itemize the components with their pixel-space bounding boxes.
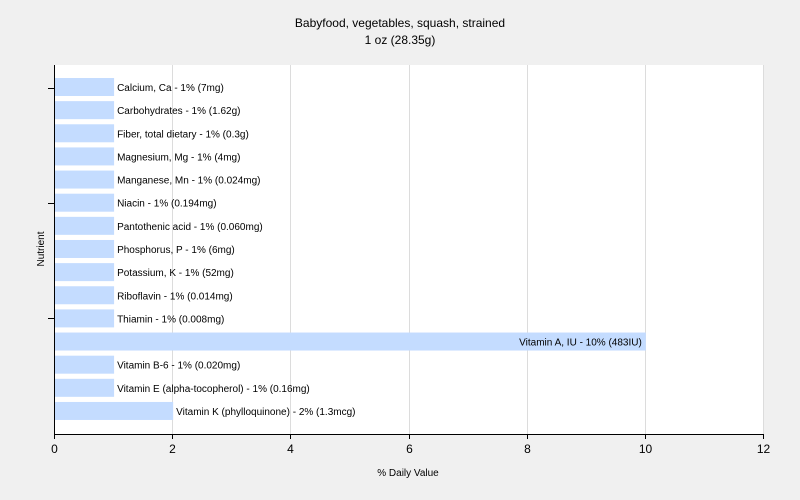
bar-label: Niacin - 1% (0.194mg) xyxy=(117,199,216,210)
bar xyxy=(55,286,115,305)
bar xyxy=(55,378,115,397)
y-axis-label: Nutrient xyxy=(36,231,47,266)
bar-label: Potassium, K - 1% (52mg) xyxy=(117,268,234,279)
bar-label: Vitamin K (phylloquinone) - 2% (1.3mcg) xyxy=(176,407,355,418)
bar-label: Thiamin - 1% (0.008mg) xyxy=(117,314,224,325)
x-tick-label: 6 xyxy=(406,442,413,456)
bar-label: Pantothenic acid - 1% (0.060mg) xyxy=(117,222,263,233)
bar xyxy=(55,78,115,96)
x-tick-label: 4 xyxy=(287,442,294,456)
bar-label: Magnesium, Mg - 1% (4mg) xyxy=(117,152,240,163)
bar xyxy=(55,101,115,120)
bar-label: Carbohydrates - 1% (1.62g) xyxy=(117,106,240,117)
bar-label: Manganese, Mn - 1% (0.024mg) xyxy=(117,176,260,187)
bar-label: Vitamin B-6 - 1% (0.020mg) xyxy=(117,361,240,372)
chart-subtitle: 1 oz (28.35g) xyxy=(365,33,436,47)
axes xyxy=(48,65,764,439)
x-axis-label: % Daily Value xyxy=(377,468,439,479)
x-tick-label: 8 xyxy=(524,442,531,456)
bar xyxy=(55,401,174,420)
x-tick-label: 2 xyxy=(169,442,176,456)
x-tick-label: 0 xyxy=(51,442,58,456)
bar xyxy=(55,355,115,374)
bar xyxy=(55,147,115,166)
bars: Calcium, Ca - 1% (7mg) Carbohydrates - 1%… xyxy=(55,78,646,420)
bar xyxy=(55,239,115,258)
bar-label: Phosphorus, P - 1% (6mg) xyxy=(117,245,235,256)
x-tick-labels: 0 2 4 6 8 10 12 xyxy=(51,442,770,456)
x-tick-label: 12 xyxy=(757,442,771,456)
bar-label: Vitamin A, IU - 10% (483IU) xyxy=(519,338,642,349)
bar xyxy=(55,309,115,328)
bar xyxy=(55,216,115,235)
bar xyxy=(55,263,115,282)
x-tick-label: 10 xyxy=(639,442,653,456)
bar-label: Riboflavin - 1% (0.014mg) xyxy=(117,291,233,302)
bar-label: Fiber, total dietary - 1% (0.3g) xyxy=(117,129,249,140)
bar-label: Vitamin E (alpha-tocopherol) - 1% (0.16m… xyxy=(117,384,310,395)
bar xyxy=(55,193,115,212)
bar xyxy=(55,332,646,351)
grid-lines xyxy=(172,65,764,434)
chart-title: Babyfood, vegetables, squash, strained xyxy=(295,16,505,30)
bar xyxy=(55,124,115,143)
bar-label: Calcium, Ca - 1% (7mg) xyxy=(117,83,224,94)
bar xyxy=(55,170,115,189)
